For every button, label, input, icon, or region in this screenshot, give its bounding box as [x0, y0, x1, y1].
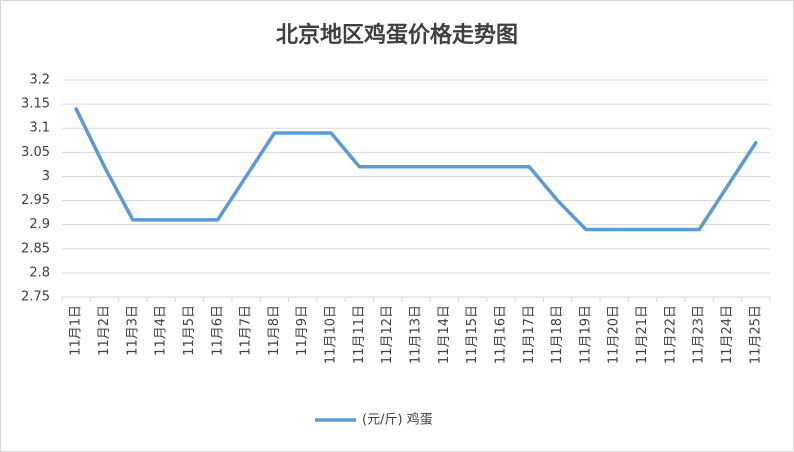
x-tick-label: 11月16日 — [493, 305, 508, 364]
x-tick-label: 11月22日 — [663, 305, 678, 364]
x-tick-label: 11月13日 — [409, 305, 424, 364]
legend-label: (元/斤) 鸡蛋 — [362, 412, 433, 428]
y-tick-label: 2.9 — [29, 217, 50, 232]
x-tick-label: 11月19日 — [578, 305, 593, 364]
x-tick-label: 11月18日 — [550, 305, 565, 364]
x-tick-label: 11月8日 — [267, 305, 282, 356]
y-tick-label: 3 — [42, 169, 50, 184]
y-tick-label: 3.1 — [29, 121, 50, 136]
x-tick-label: 11月7日 — [239, 305, 254, 356]
chart-title: 北京地区鸡蛋价格走势图 — [276, 22, 518, 48]
x-tick-label: 11月17日 — [522, 305, 537, 364]
x-tick-label: 11月21日 — [635, 305, 650, 364]
x-tick-label: 11月1日 — [69, 305, 84, 356]
x-tick-label: 11月25日 — [748, 305, 763, 364]
x-tick-label: 11月10日 — [324, 305, 339, 364]
x-tick-label: 11月15日 — [465, 305, 480, 364]
y-tick-label: 3.05 — [21, 145, 50, 160]
x-tick-label: 11月5日 — [182, 305, 197, 356]
x-tick-label: 11月24日 — [720, 305, 735, 364]
x-tick-label: 11月6日 — [210, 305, 225, 356]
y-tick-label: 2.8 — [29, 265, 50, 280]
x-tick-label: 11月20日 — [607, 305, 622, 364]
y-tick-label: 3.15 — [21, 97, 50, 112]
x-tick-label: 11月3日 — [125, 305, 140, 356]
x-tick-label: 11月4日 — [154, 305, 169, 356]
x-tick-label: 11月11日 — [352, 305, 367, 364]
data-line — [74, 107, 758, 232]
x-tick-label: 11月9日 — [295, 305, 310, 356]
y-tick-label: 2.75 — [21, 290, 50, 305]
x-tick-label: 11月14日 — [437, 305, 452, 364]
x-tick-label: 11月2日 — [97, 305, 112, 356]
y-tick-label: 2.85 — [21, 241, 50, 256]
x-tick-label: 11月12日 — [380, 305, 395, 364]
y-tick-label: 2.95 — [21, 193, 50, 208]
y-tick-label: 3.2 — [29, 73, 50, 88]
x-tick-label: 11月23日 — [692, 305, 707, 364]
